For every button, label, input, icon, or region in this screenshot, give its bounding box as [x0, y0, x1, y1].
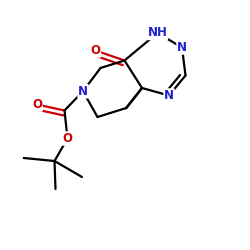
Text: N: N [78, 85, 88, 98]
Text: NH: NH [148, 26, 168, 40]
Text: N: N [177, 41, 187, 54]
Text: O: O [90, 44, 101, 57]
Text: N: N [164, 89, 174, 102]
Text: O: O [62, 132, 72, 145]
Text: O: O [32, 98, 42, 111]
